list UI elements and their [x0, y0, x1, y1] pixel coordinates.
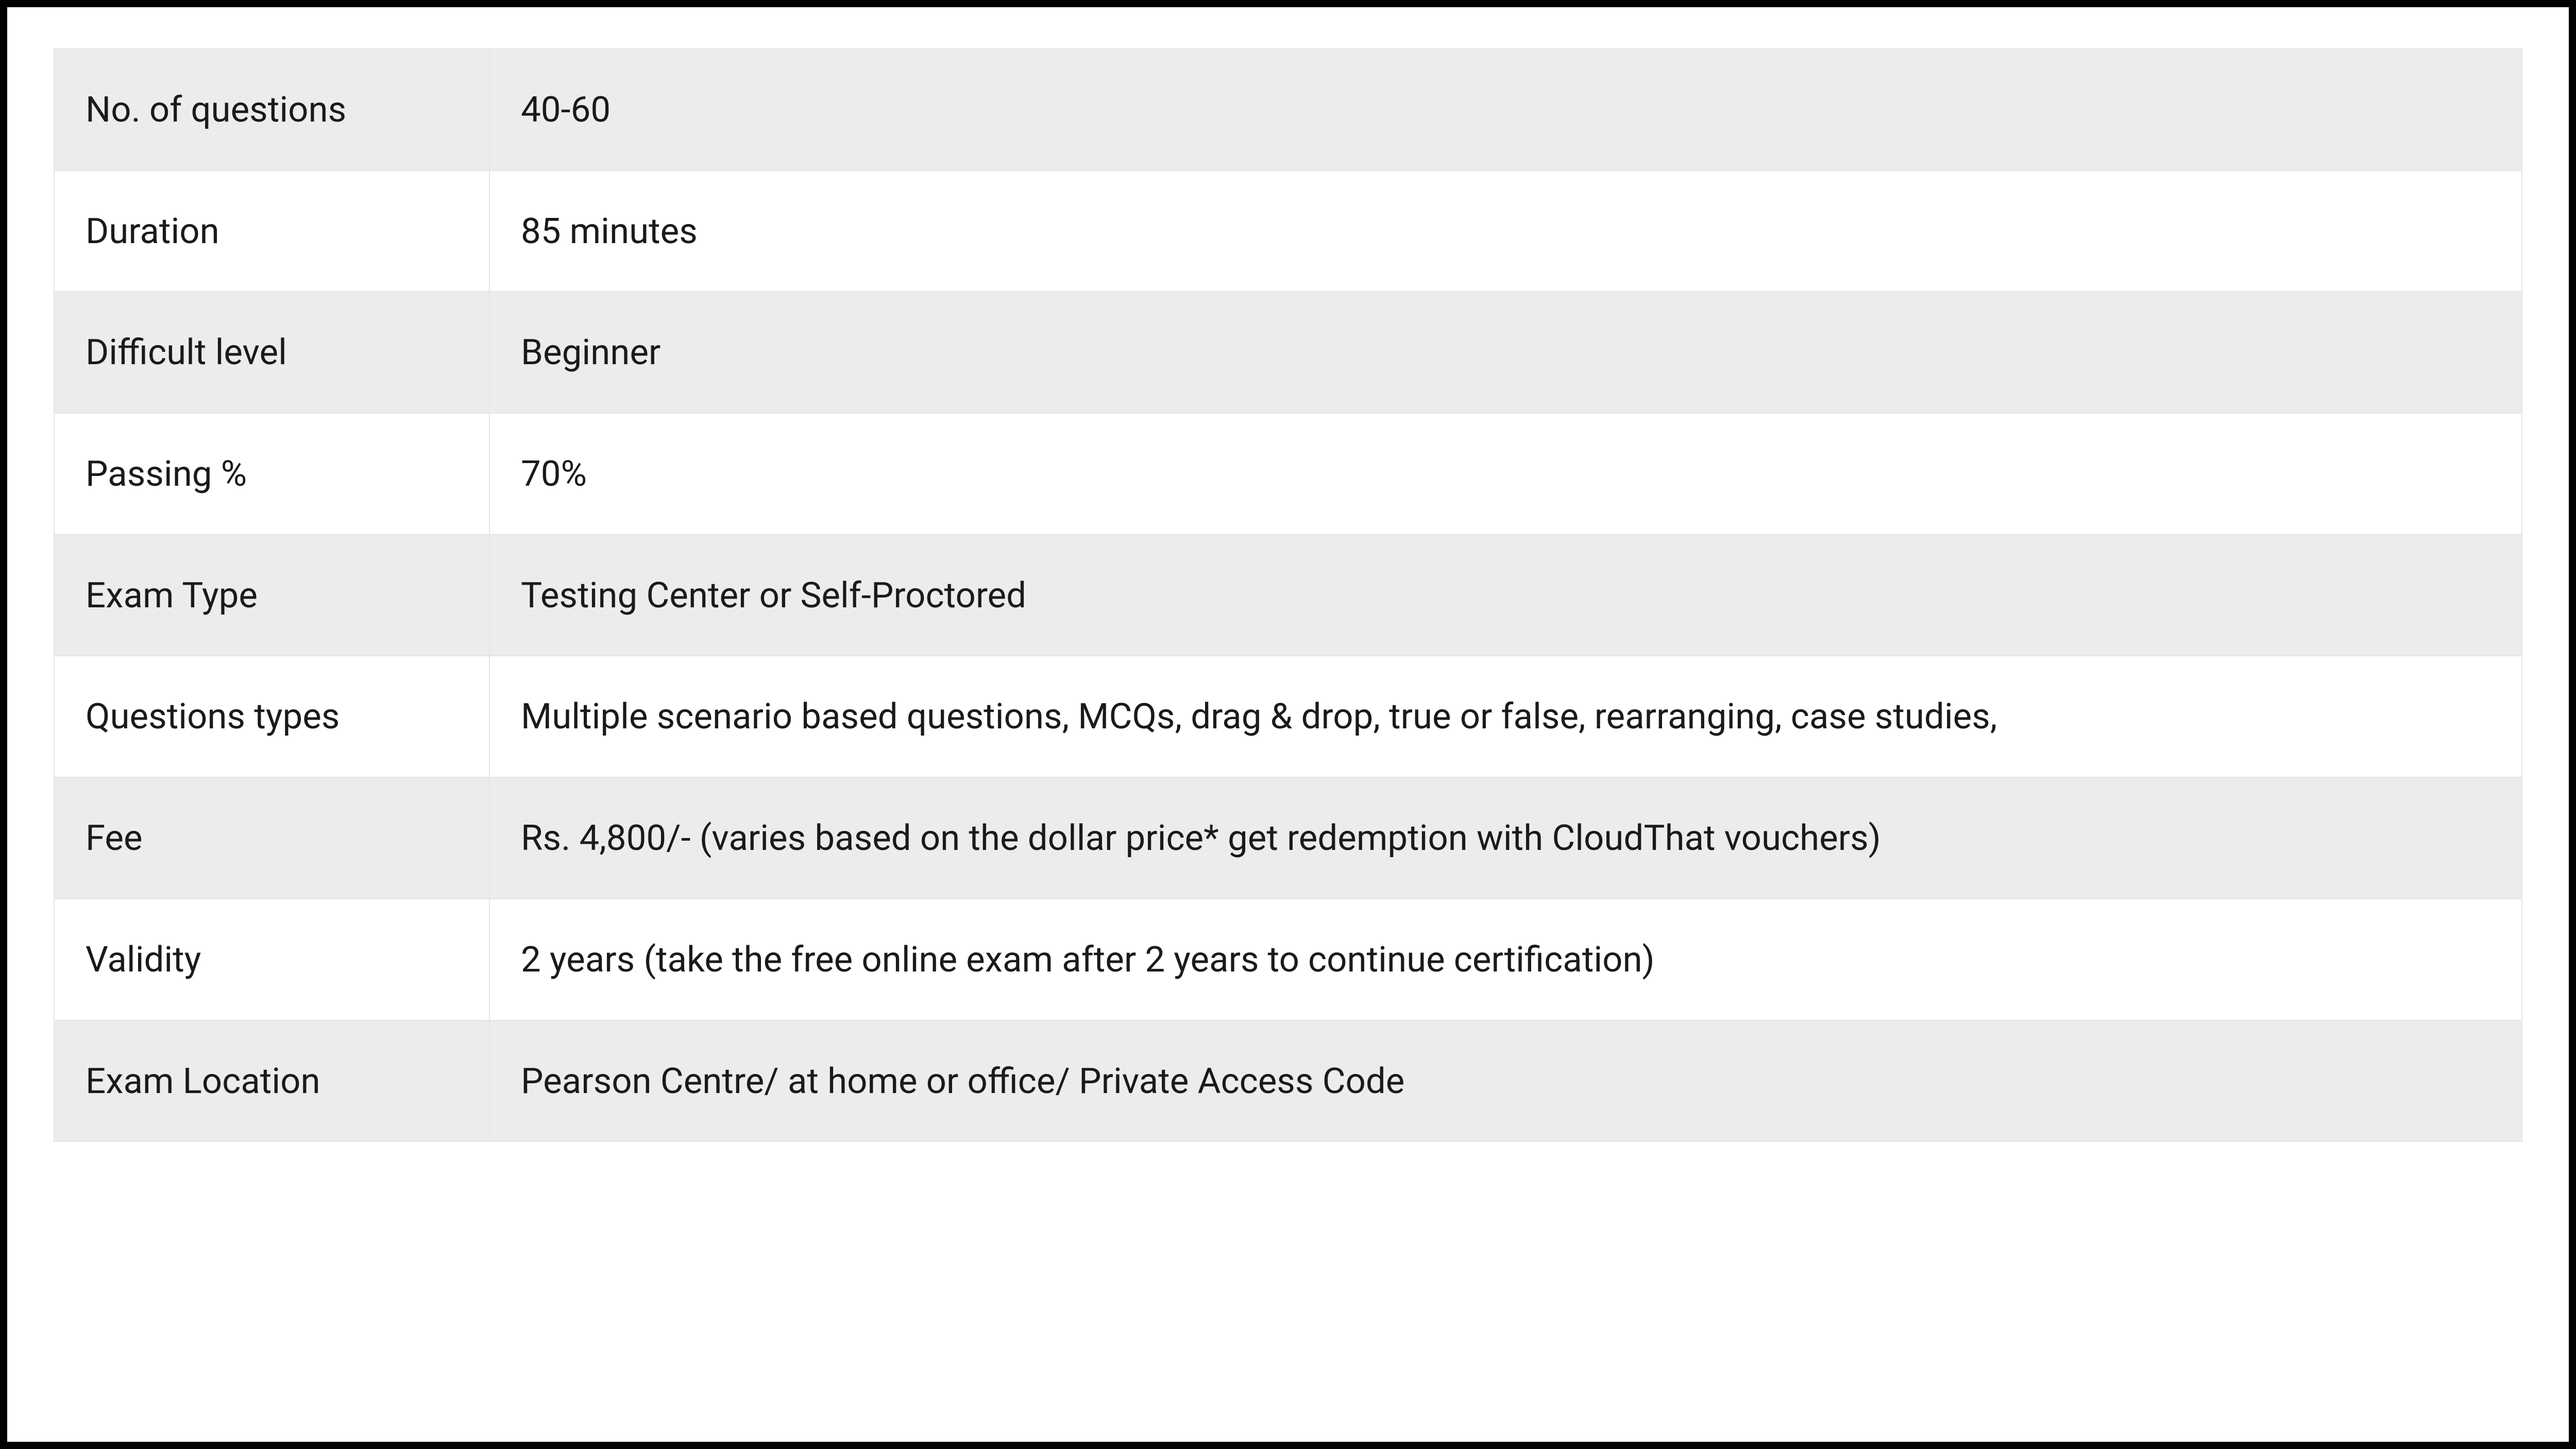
table-row: Fee Rs. 4,800/- (varies based on the dol…	[54, 777, 2522, 899]
row-value: Multiple scenario based questions, MCQs,…	[489, 656, 2522, 777]
row-label: Duration	[54, 171, 489, 292]
exam-details-table: No. of questions 40-60 Duration 85 minut…	[54, 48, 2522, 1142]
table-row: Exam Type Testing Center or Self-Proctor…	[54, 535, 2522, 656]
row-value: Rs. 4,800/- (varies based on the dollar …	[489, 777, 2522, 899]
row-value: 85 minutes	[489, 171, 2522, 292]
table-row: Passing % 70%	[54, 413, 2522, 535]
row-value: 2 years (take the free online exam after…	[489, 899, 2522, 1020]
table-row: Questions types Multiple scenario based …	[54, 656, 2522, 777]
table-row: No. of questions 40-60	[54, 49, 2522, 171]
table-row: Duration 85 minutes	[54, 171, 2522, 292]
row-label: No. of questions	[54, 49, 489, 171]
row-label: Validity	[54, 899, 489, 1020]
row-value: Pearson Centre/ at home or office/ Priva…	[489, 1020, 2522, 1142]
row-label: Exam Location	[54, 1020, 489, 1142]
row-value: Testing Center or Self-Proctored	[489, 535, 2522, 656]
row-label: Fee	[54, 777, 489, 899]
table-row: Difficult level Beginner	[54, 292, 2522, 413]
outer-frame: No. of questions 40-60 Duration 85 minut…	[0, 0, 2576, 1449]
table-row: Exam Location Pearson Centre/ at home or…	[54, 1020, 2522, 1142]
row-value: Beginner	[489, 292, 2522, 413]
row-label: Difficult level	[54, 292, 489, 413]
row-label: Passing %	[54, 413, 489, 535]
exam-details-tbody: No. of questions 40-60 Duration 85 minut…	[54, 49, 2522, 1141]
row-label: Questions types	[54, 656, 489, 777]
row-value: 70%	[489, 413, 2522, 535]
row-value: 40-60	[489, 49, 2522, 171]
row-label: Exam Type	[54, 535, 489, 656]
table-row: Validity 2 years (take the free online e…	[54, 899, 2522, 1020]
